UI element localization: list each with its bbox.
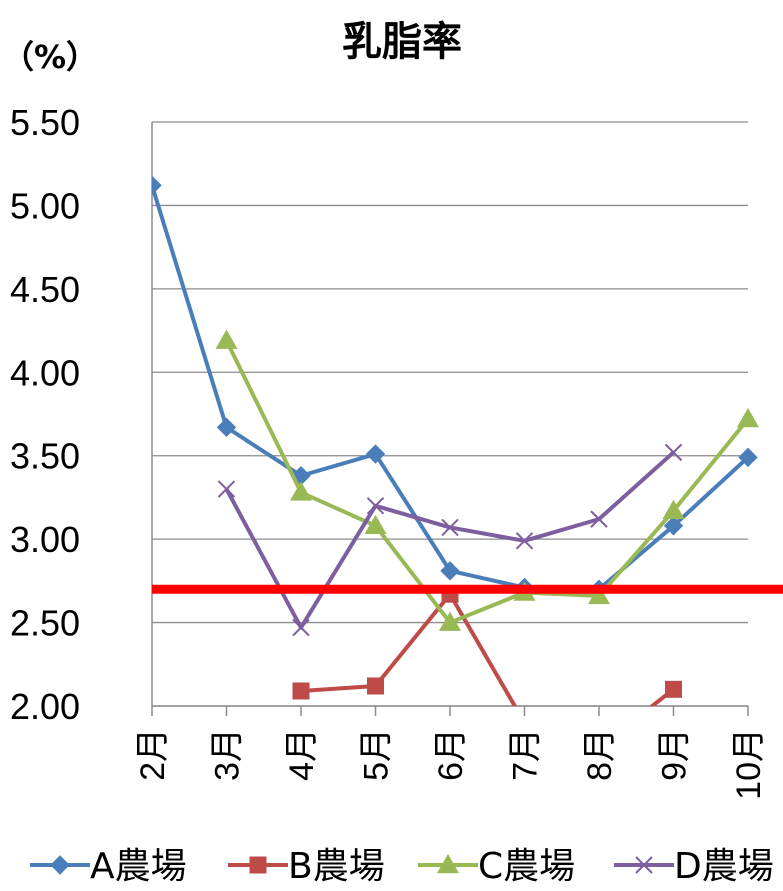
series-1 (152, 175, 758, 599)
point-marker (439, 611, 461, 631)
point-marker (366, 497, 385, 515)
legend-item: A農場 (30, 846, 187, 887)
x-tick-label: 5月 (358, 728, 396, 781)
y-tick-label: 3.00 (10, 519, 80, 560)
series-3 (215, 329, 759, 631)
marker-stroke (664, 443, 683, 462)
marker-stroke (292, 618, 310, 637)
series-line (300, 592, 675, 706)
marker-stroke (635, 856, 653, 874)
point-marker (590, 510, 608, 528)
legend-label: C農場 (478, 846, 575, 887)
series-4 (217, 443, 683, 637)
series-group (152, 175, 759, 706)
marker-stroke (441, 518, 459, 537)
point-marker (665, 680, 682, 698)
marker-stroke (590, 510, 608, 528)
point-marker (364, 514, 387, 535)
point-marker (664, 443, 683, 462)
point-marker (217, 480, 236, 498)
legend-label: A農場 (90, 846, 187, 887)
x-tick-label: 10月 (730, 728, 768, 800)
point-marker (249, 856, 267, 874)
point-marker (738, 447, 758, 468)
point-marker (152, 175, 162, 196)
y-tick-label: 3.50 (10, 436, 80, 477)
point-marker (515, 532, 534, 550)
x-tick-label: 7月 (507, 728, 545, 781)
y-tick-label: 2.00 (10, 686, 80, 727)
point-marker (440, 561, 460, 581)
series-2 (292, 585, 682, 706)
point-marker (441, 518, 459, 537)
y-tick-label: 4.50 (10, 269, 80, 310)
y-axis-unit: （%） (2, 38, 98, 76)
y-tick-label: 2.50 (10, 603, 80, 644)
x-tick-label: 4月 (283, 728, 321, 781)
chart-title: 乳脂率 (342, 19, 462, 65)
point-marker (216, 417, 237, 438)
point-marker (215, 329, 238, 349)
legend-label: B農場 (288, 846, 385, 887)
marker-stroke (217, 480, 236, 498)
series-line (224, 339, 750, 625)
x-axis-ticks: 2月 3月 4月 5月 6月 7月 8月 9月 10月 (134, 706, 768, 800)
y-tick-label: 5.50 (10, 102, 80, 143)
point-marker (635, 856, 653, 874)
x-tick-label: 8月 (581, 728, 619, 781)
point-marker (737, 408, 759, 428)
marker-stroke (515, 532, 534, 550)
point-marker (290, 481, 312, 501)
legend-item: B農場 (228, 846, 385, 887)
point-marker (663, 516, 684, 536)
legend-item: D農場 (614, 846, 774, 887)
point-marker (367, 677, 384, 695)
marker-stroke (366, 497, 385, 515)
x-tick-label: 9月 (656, 728, 694, 781)
point-marker (588, 584, 610, 605)
x-tick-label: 6月 (432, 728, 470, 781)
point-marker (662, 499, 685, 520)
legend-item: C農場 (418, 846, 575, 887)
y-tick-label: 4.00 (10, 352, 80, 393)
x-tick-label: 3月 (209, 728, 247, 781)
legend-label: D農場 (674, 846, 774, 887)
x-tick-label: 2月 (134, 728, 172, 781)
point-marker (50, 855, 70, 875)
y-axis-ticks: 5.50 5.00 4.50 4.00 3.50 3.00 2.50 2.00 (10, 102, 80, 727)
point-marker (437, 854, 459, 874)
legend: A農場 B農場 C農場 D農場 (30, 846, 774, 887)
point-marker (292, 682, 310, 700)
point-marker (292, 618, 310, 637)
y-tick-label: 5.00 (10, 185, 80, 226)
point-marker (365, 444, 386, 464)
